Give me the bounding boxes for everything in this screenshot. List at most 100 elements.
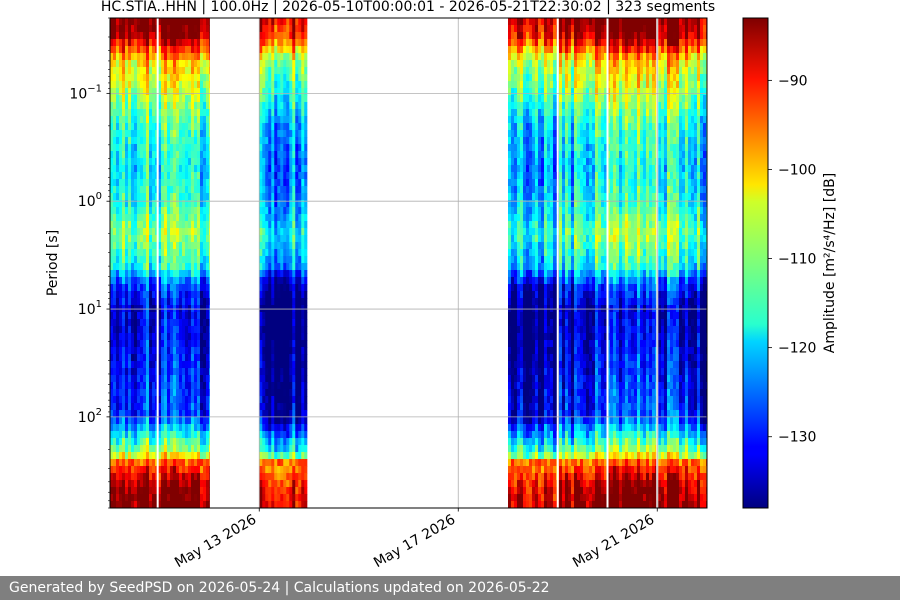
psd-cell <box>262 172 266 180</box>
psd-cell <box>167 228 171 236</box>
psd-cell <box>116 172 120 180</box>
psd-cell <box>553 494 557 502</box>
psd-cell <box>209 410 210 418</box>
psd-cell <box>529 473 533 481</box>
psd-cell <box>514 277 518 285</box>
psd-cell <box>298 431 302 439</box>
psd-cell <box>562 459 566 467</box>
psd-cell <box>200 410 204 418</box>
psd-cell <box>286 235 290 243</box>
psd-cell <box>137 410 141 418</box>
psd-cell <box>526 32 530 40</box>
chart-title: HC.STIA..HHN | 100.0Hz | 2026-05-10T00:0… <box>101 0 715 15</box>
psd-cell <box>559 235 563 243</box>
psd-cell <box>547 151 551 159</box>
psd-cell <box>185 193 189 201</box>
psd-cell <box>194 410 198 418</box>
psd-cell <box>149 487 153 495</box>
psd-cell <box>292 214 296 222</box>
psd-cell <box>137 18 141 26</box>
psd-cell <box>146 67 150 75</box>
psd-cell <box>125 284 129 292</box>
psd-cell <box>283 410 287 418</box>
psd-cell <box>517 88 521 96</box>
psd-cell <box>286 60 290 68</box>
psd-cell <box>547 193 551 201</box>
psd-cell <box>158 39 162 47</box>
psd-cell <box>274 165 278 173</box>
psd-cell <box>535 361 539 369</box>
psd-cell <box>511 193 515 201</box>
psd-cell <box>137 396 141 404</box>
psd-cell <box>209 242 210 250</box>
psd-cell <box>568 249 572 257</box>
psd-cell <box>292 18 296 26</box>
psd-cell <box>541 25 545 33</box>
psd-cell <box>280 319 284 327</box>
psd-cell <box>137 214 141 222</box>
psd-cell <box>167 459 171 467</box>
psd-cell <box>280 123 284 131</box>
psd-cell <box>119 102 123 110</box>
psd-cell <box>185 473 189 481</box>
psd-cell <box>259 228 263 236</box>
psd-cell <box>161 137 165 145</box>
psd-cell <box>295 466 299 474</box>
psd-cell <box>517 473 521 481</box>
psd-cell <box>146 158 150 166</box>
psd-cell <box>550 438 554 446</box>
psd-cell <box>137 354 141 362</box>
psd-cell <box>119 375 123 383</box>
psd-cell <box>191 487 195 495</box>
psd-cell <box>122 102 126 110</box>
psd-cell <box>520 242 524 250</box>
psd-cell <box>295 81 299 89</box>
psd-cell <box>568 102 572 110</box>
psd-cell <box>170 438 174 446</box>
psd-cell <box>526 452 530 460</box>
psd-cell <box>113 487 117 495</box>
psd-cell <box>514 326 518 334</box>
psd-cell <box>191 410 195 418</box>
psd-cell <box>146 102 150 110</box>
psd-cell <box>565 466 569 474</box>
psd-cell <box>167 326 171 334</box>
psd-cell <box>125 389 129 397</box>
psd-cell <box>298 25 302 33</box>
psd-cell <box>131 494 135 502</box>
psd-cell <box>283 389 287 397</box>
psd-cell <box>568 368 572 376</box>
psd-cell <box>559 361 563 369</box>
psd-cell <box>274 354 278 362</box>
psd-cell <box>301 67 305 75</box>
psd-cell <box>167 165 171 173</box>
psd-cell <box>517 389 521 397</box>
psd-cell <box>170 235 174 243</box>
psd-cell <box>134 354 138 362</box>
psd-cell <box>161 410 165 418</box>
psd-cell <box>200 25 204 33</box>
psd-cell <box>271 74 275 82</box>
psd-cell <box>283 375 287 383</box>
psd-cell <box>280 263 284 271</box>
psd-cell <box>508 214 512 222</box>
psd-cell <box>541 158 545 166</box>
psd-cell <box>538 158 542 166</box>
psd-cell <box>265 214 269 222</box>
psd-cell <box>185 144 189 152</box>
psd-cell <box>541 151 545 159</box>
psd-cell <box>188 18 192 26</box>
psd-cell <box>167 340 171 348</box>
psd-cell <box>538 382 542 390</box>
psd-cell <box>179 501 183 508</box>
psd-cell <box>176 130 180 138</box>
psd-cell <box>134 277 138 285</box>
psd-cell <box>271 431 275 439</box>
psd-cell <box>119 466 123 474</box>
psd-cell <box>271 347 275 355</box>
psd-cell <box>173 60 177 68</box>
psd-cell <box>538 333 542 341</box>
psd-cell <box>161 487 165 495</box>
psd-cell <box>137 389 141 397</box>
psd-cell <box>553 172 557 180</box>
